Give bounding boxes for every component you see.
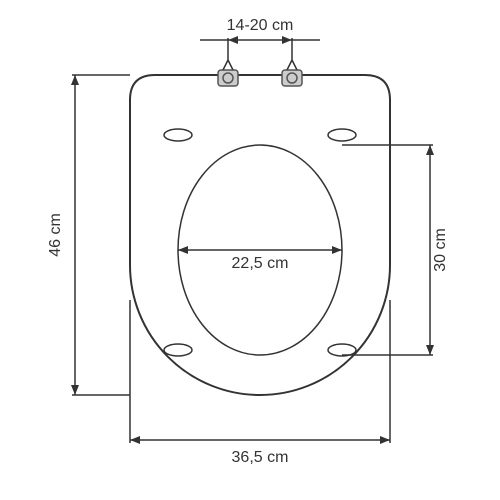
dim-hinge-label: 14-20 cm	[227, 17, 294, 34]
dim-opening-w-label: 22,5 cm	[232, 255, 289, 272]
dim-hinge-spacing: 14-20 cm	[200, 17, 320, 60]
dim-width-label: 36,5 cm	[232, 449, 289, 466]
dim-height-label: 46 cm	[47, 213, 64, 257]
bumper-tr	[328, 129, 356, 141]
seat-outline	[130, 75, 390, 395]
bumper-br	[328, 344, 356, 356]
bumper-bl	[164, 344, 192, 356]
bumper-tl	[164, 129, 192, 141]
hinge-left	[218, 60, 238, 86]
dim-overall-width: 36,5 cm	[130, 300, 390, 466]
dim-overall-height: 46 cm	[47, 75, 130, 395]
dim-opening-h-label: 30 cm	[432, 228, 449, 272]
dim-opening-height: 30 cm	[342, 145, 449, 355]
hinge-right	[282, 60, 302, 86]
diagram-canvas: 14-20 cm 46 cm 30 cm 22,5 cm 36,5 cm	[0, 0, 500, 500]
